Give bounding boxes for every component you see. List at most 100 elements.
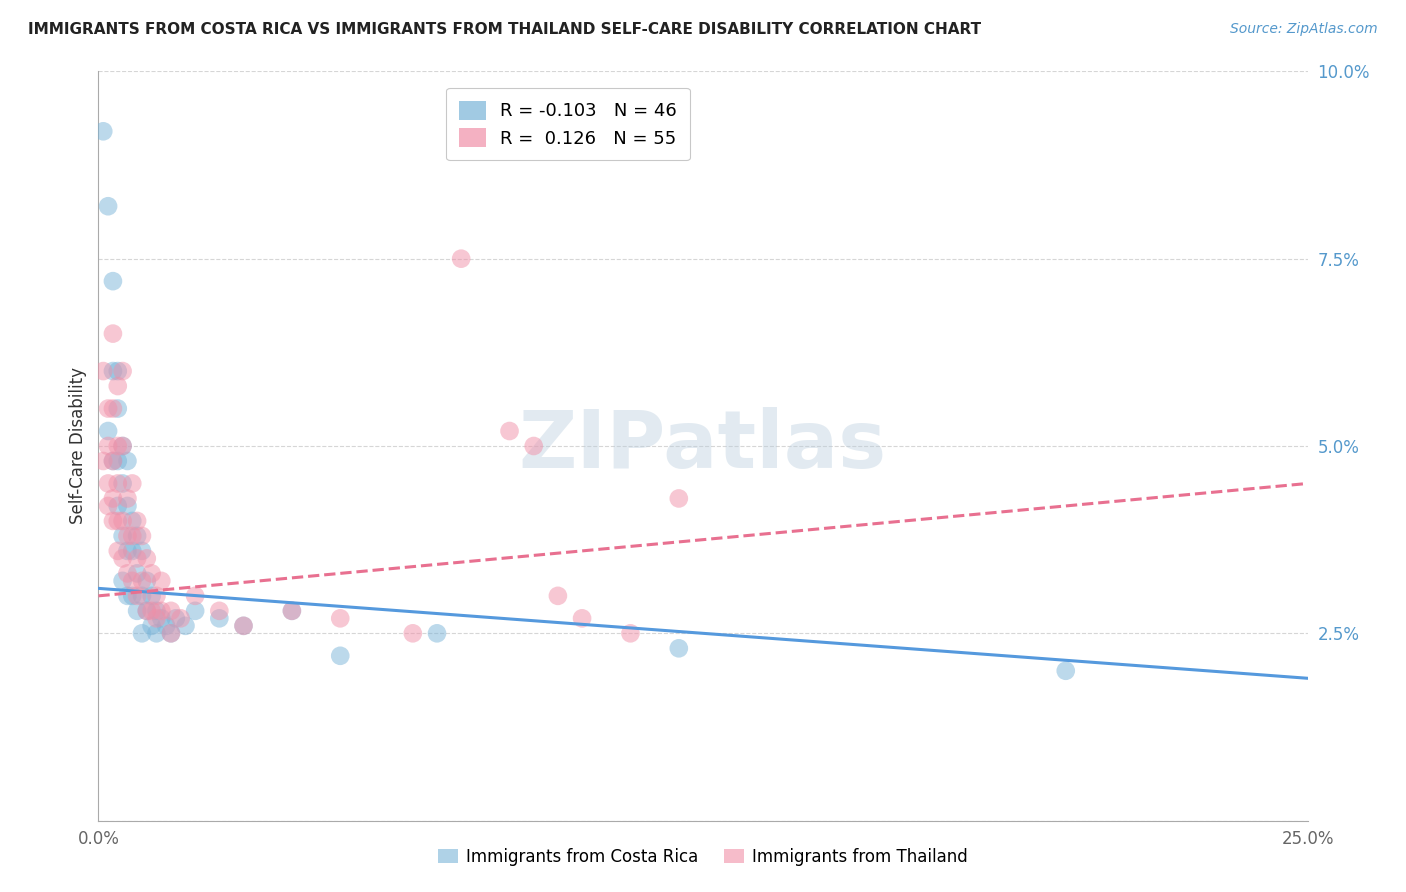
- Point: [145, 611, 167, 625]
- Point: [111, 439, 134, 453]
- Text: IMMIGRANTS FROM COSTA RICA VS IMMIGRANTS FROM THAILAND SELF-CARE DISABILITY CORR: IMMIGRANTS FROM COSTA RICA VS IMMIGRANTS…: [28, 22, 981, 37]
- Point: [121, 529, 143, 543]
- Point: [127, 566, 149, 581]
- Point: [101, 454, 124, 468]
- Point: [111, 476, 134, 491]
- Point: [135, 551, 157, 566]
- Point: [450, 252, 472, 266]
- Point: [107, 454, 129, 468]
- Point: [232, 619, 254, 633]
- Point: [107, 499, 129, 513]
- Point: [111, 551, 134, 566]
- Point: [135, 574, 157, 588]
- Y-axis label: Self-Care Disability: Self-Care Disability: [69, 368, 87, 524]
- Point: [101, 491, 124, 506]
- Legend: Immigrants from Costa Rica, Immigrants from Thailand: Immigrants from Costa Rica, Immigrants f…: [432, 841, 974, 872]
- Point: [141, 619, 163, 633]
- Point: [426, 626, 449, 640]
- Point: [184, 589, 207, 603]
- Point: [91, 124, 114, 138]
- Point: [111, 574, 134, 588]
- Point: [127, 529, 149, 543]
- Point: [150, 604, 173, 618]
- Point: [121, 589, 143, 603]
- Point: [97, 199, 120, 213]
- Point: [174, 619, 197, 633]
- Point: [155, 619, 177, 633]
- Point: [135, 604, 157, 618]
- Point: [101, 454, 124, 468]
- Point: [135, 604, 157, 618]
- Point: [111, 529, 134, 543]
- Point: [668, 641, 690, 656]
- Point: [127, 589, 149, 603]
- Point: [127, 551, 149, 566]
- Point: [121, 514, 143, 528]
- Point: [101, 326, 124, 341]
- Point: [127, 514, 149, 528]
- Point: [117, 566, 139, 581]
- Point: [101, 514, 124, 528]
- Point: [281, 604, 304, 618]
- Point: [571, 611, 593, 625]
- Point: [160, 604, 183, 618]
- Point: [131, 529, 153, 543]
- Point: [547, 589, 569, 603]
- Point: [107, 514, 129, 528]
- Point: [117, 529, 139, 543]
- Point: [498, 424, 520, 438]
- Point: [91, 364, 114, 378]
- Point: [101, 274, 124, 288]
- Point: [117, 499, 139, 513]
- Point: [107, 364, 129, 378]
- Point: [232, 619, 254, 633]
- Point: [208, 604, 231, 618]
- Point: [329, 611, 352, 625]
- Point: [169, 611, 191, 625]
- Point: [523, 439, 546, 453]
- Point: [281, 604, 304, 618]
- Point: [107, 439, 129, 453]
- Point: [668, 491, 690, 506]
- Point: [619, 626, 641, 640]
- Text: Source: ZipAtlas.com: Source: ZipAtlas.com: [1230, 22, 1378, 37]
- Point: [131, 574, 153, 588]
- Point: [141, 589, 163, 603]
- Point: [97, 439, 120, 453]
- Point: [150, 574, 173, 588]
- Point: [117, 589, 139, 603]
- Point: [97, 401, 120, 416]
- Point: [107, 544, 129, 558]
- Point: [107, 476, 129, 491]
- Point: [184, 604, 207, 618]
- Point: [97, 476, 120, 491]
- Point: [97, 499, 120, 513]
- Point: [141, 604, 163, 618]
- Point: [91, 454, 114, 468]
- Point: [131, 626, 153, 640]
- Point: [121, 574, 143, 588]
- Point: [111, 514, 134, 528]
- Point: [127, 604, 149, 618]
- Point: [101, 401, 124, 416]
- Point: [111, 439, 134, 453]
- Point: [117, 454, 139, 468]
- Point: [131, 589, 153, 603]
- Text: ZIPatlas: ZIPatlas: [519, 407, 887, 485]
- Point: [329, 648, 352, 663]
- Point: [141, 566, 163, 581]
- Point: [1054, 664, 1077, 678]
- Point: [160, 626, 183, 640]
- Point: [117, 491, 139, 506]
- Point: [121, 476, 143, 491]
- Point: [117, 544, 139, 558]
- Point: [107, 401, 129, 416]
- Point: [145, 589, 167, 603]
- Point: [165, 611, 187, 625]
- Point: [145, 604, 167, 618]
- Point: [208, 611, 231, 625]
- Point: [402, 626, 425, 640]
- Point: [111, 364, 134, 378]
- Point: [121, 544, 143, 558]
- Point: [160, 626, 183, 640]
